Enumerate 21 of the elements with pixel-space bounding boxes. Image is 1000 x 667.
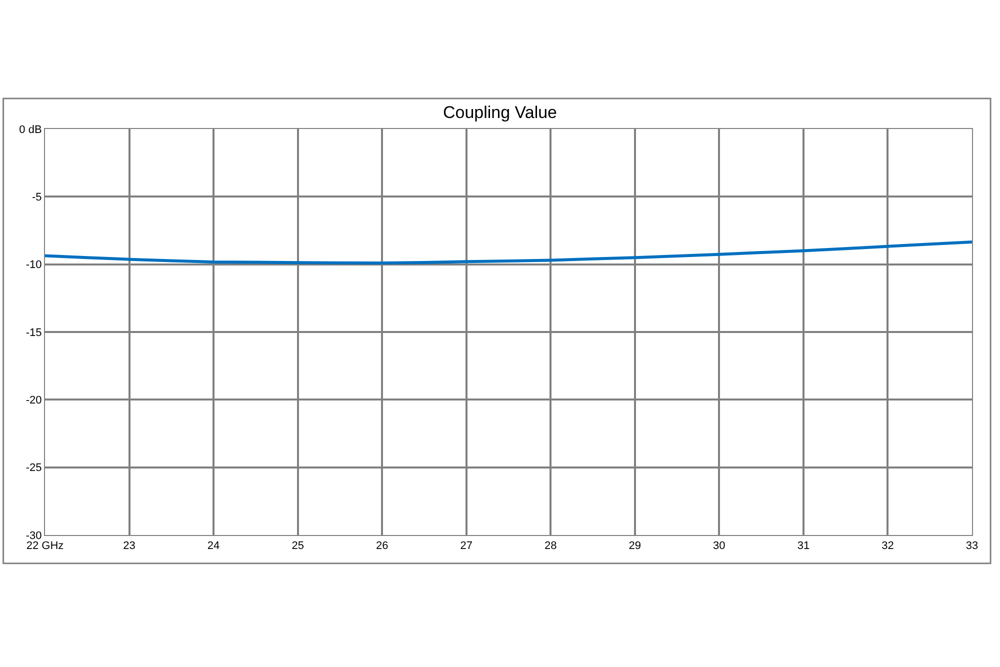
line-series — [45, 240, 972, 264]
x-tick-label: 30 — [713, 540, 726, 552]
x-tick-label: 23 — [123, 540, 136, 552]
y-tick-label: 0 dB — [19, 124, 42, 136]
y-tick-label: -30 — [26, 530, 42, 542]
x-tick-label: 24 — [207, 540, 220, 552]
x-tick-label: 28 — [544, 540, 557, 552]
x-tick-label: 25 — [292, 540, 304, 552]
y-tick-label: -25 — [26, 462, 42, 474]
y-tick-label: -5 — [32, 192, 42, 204]
x-tick-label: 33 — [966, 540, 978, 552]
x-tick-label: 29 — [628, 540, 642, 552]
chart-title: Coupling Value — [442, 102, 558, 122]
y-tick-label: -10 — [26, 259, 42, 272]
x-tick-label: 31 — [797, 540, 810, 552]
x-tick-label: 32 — [882, 540, 894, 552]
x-tick-label: 22 GHz — [26, 540, 64, 552]
y-tick-label: -15 — [26, 326, 42, 339]
x-tick-label: 26 — [376, 540, 388, 552]
x-tick-label: 27 — [460, 540, 472, 552]
y-tick-label: -20 — [26, 394, 42, 407]
